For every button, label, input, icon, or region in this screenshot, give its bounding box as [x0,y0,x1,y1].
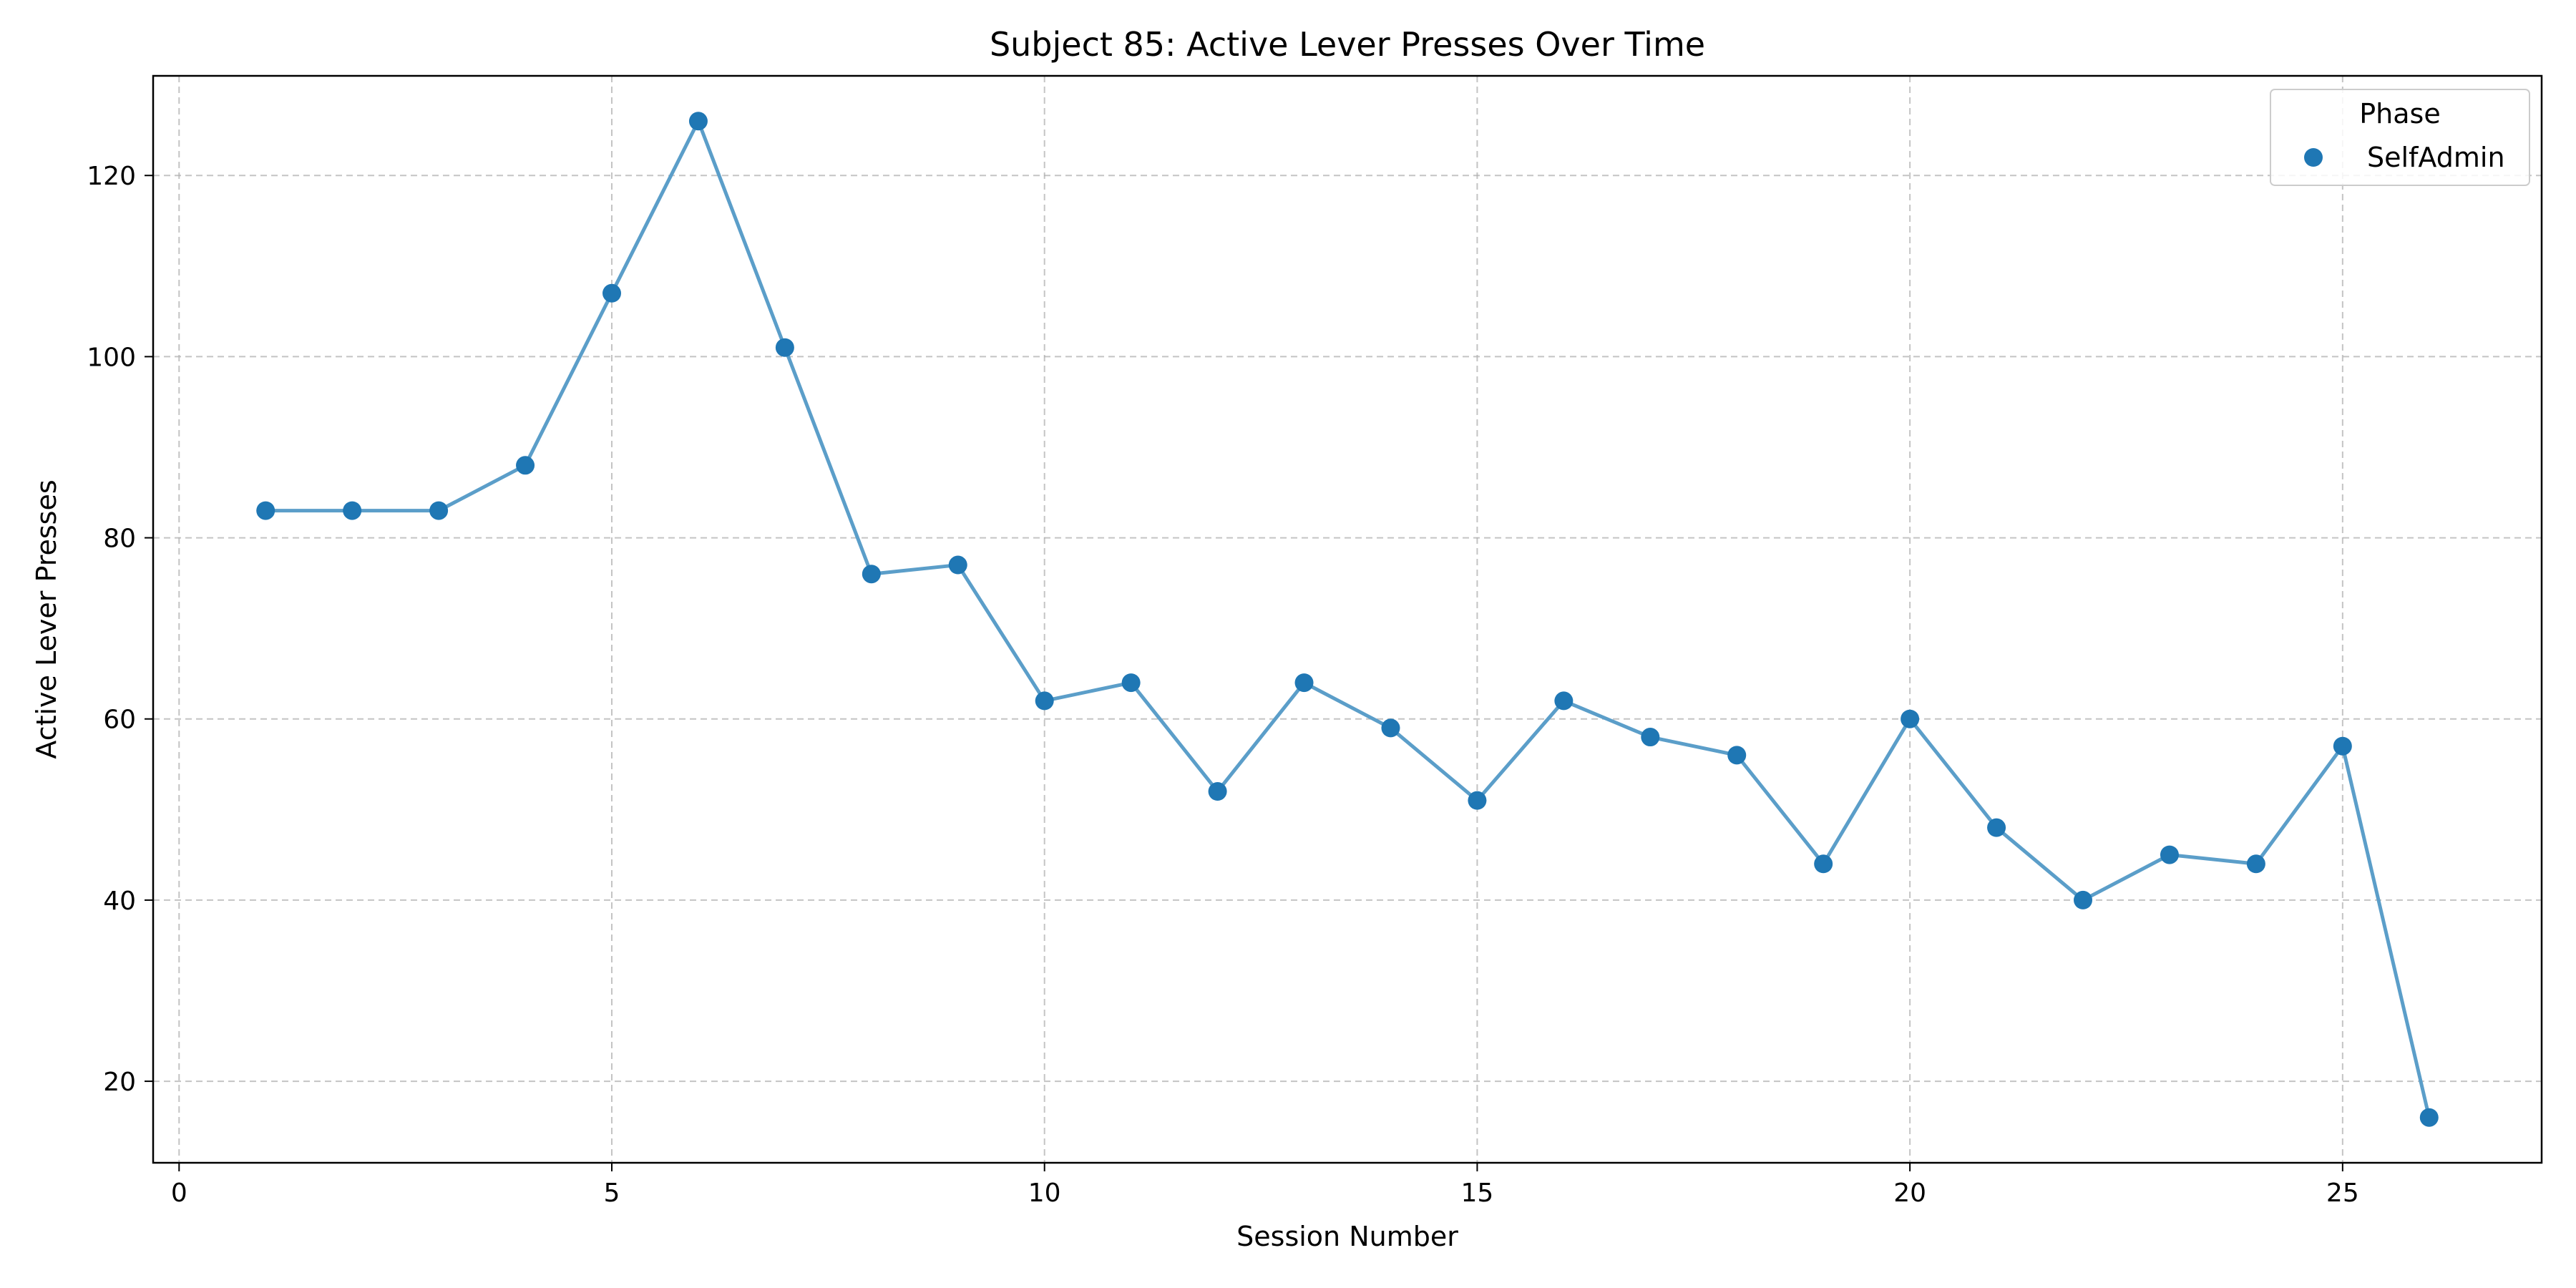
x-tick-label: 0 [171,1179,187,1208]
x-tick-label: 25 [2326,1179,2359,1208]
data-point [2333,736,2352,756]
data-point [2074,890,2093,909]
legend: Phase SelfAdmin [2270,89,2530,186]
x-tick-label: 20 [1893,1179,1926,1208]
data-point [1554,691,1574,711]
data-point [862,565,881,584]
x-axis-label: Session Number [1236,1221,1458,1252]
data-point [2246,854,2265,874]
data-point [1901,709,1920,728]
data-point [2419,1108,2439,1127]
legend-entry-label: SelfAdmin [2367,142,2505,173]
y-axis: 20 40 60 80 100 120 [87,162,153,1097]
data-point [1727,746,1747,765]
plot-frame [152,74,2543,1164]
data-point [1814,854,1833,874]
chart-title: Subject 85: Active Lever Presses Over Ti… [990,25,1705,64]
y-axis-label: Active Lever Presses [31,479,62,758]
legend-box [2270,89,2530,186]
y-tick-label: 60 [103,706,136,735]
data-point [1468,791,1487,810]
data-point [1381,718,1400,738]
x-axis: 0 5 10 15 20 25 [171,1163,2359,1208]
data-point [1035,691,1054,711]
y-tick-label: 100 [87,343,136,372]
data-point [1208,782,1227,801]
data-point [256,501,275,520]
data-point [1987,818,2006,837]
data-point [1641,728,1660,747]
series-layer [256,112,2439,1127]
legend-title: Phase [2359,98,2440,130]
grid [153,76,2542,1163]
data-point [948,555,967,575]
y-tick-label: 40 [103,887,136,916]
data-point [1294,673,1314,693]
series-line [263,119,2431,1120]
x-tick-label: 10 [1028,1179,1061,1208]
data-point [688,112,708,131]
data-point [602,283,621,303]
data-point [775,338,794,357]
y-tick-label: 80 [103,525,136,554]
x-tick-label: 5 [604,1179,620,1208]
legend-entries: SelfAdmin [2304,142,2505,173]
data-point [429,501,449,520]
y-tick-label: 120 [87,162,136,191]
data-point [2160,845,2179,864]
data-point [516,456,535,475]
x-tick-label: 15 [1461,1179,1494,1208]
data-point [343,501,362,520]
legend-marker [2304,148,2323,167]
y-tick-label: 20 [103,1068,136,1097]
data-point [1121,673,1141,693]
